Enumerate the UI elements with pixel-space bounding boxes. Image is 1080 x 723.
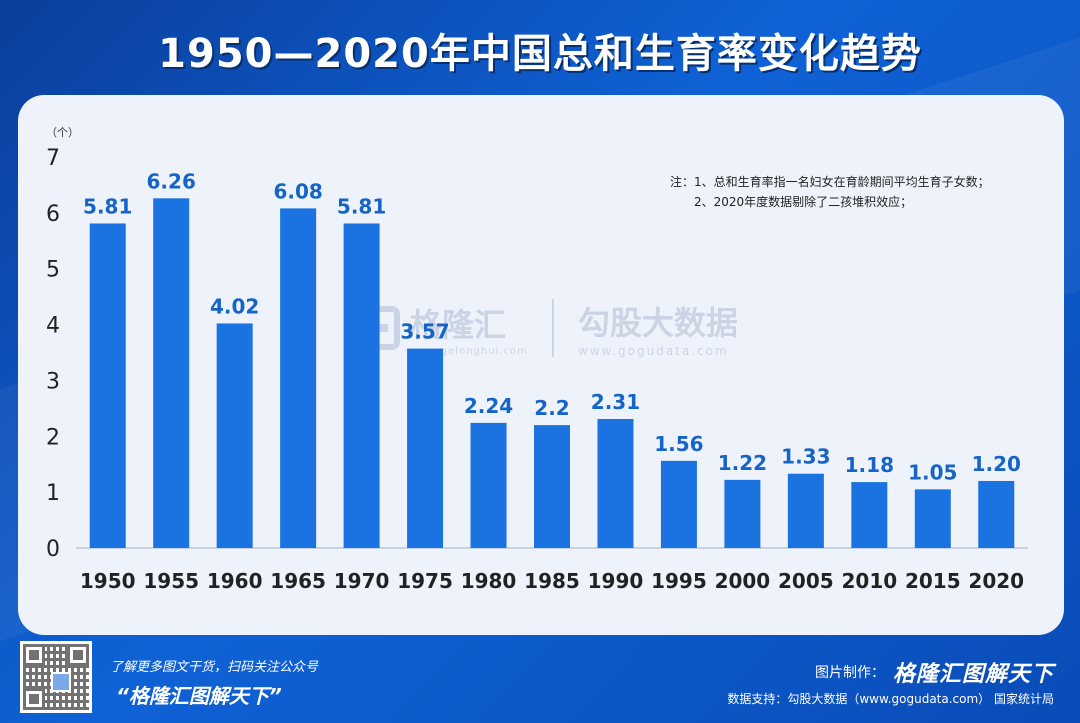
watermark-right-url: www.gogudata.com	[577, 344, 729, 358]
bar	[407, 348, 444, 548]
x-tick-label: 1980	[461, 569, 517, 593]
bar	[978, 480, 1015, 548]
y-tick-label: 1	[46, 481, 60, 506]
watermark-separator	[551, 299, 554, 357]
bar	[153, 198, 190, 548]
x-tick-label: 1975	[397, 569, 453, 593]
footer-sources: 数据支持：勾股大数据（www.gogudata.com） 国家统计局	[727, 692, 1054, 706]
bar	[914, 489, 951, 548]
made-by-label: 图片制作：	[814, 665, 885, 681]
y-tick-label: 2	[46, 425, 60, 450]
made-by-brand: 格隆汇图解天下	[892, 662, 1054, 687]
data-label: 2.2	[534, 396, 569, 420]
y-tick-label: 5	[46, 258, 60, 283]
watermark-right-name: 勾股大数据	[577, 304, 738, 342]
watermark-left: 格隆汇 www.gelonghui.com	[410, 300, 528, 357]
qr-logo-icon	[51, 672, 71, 692]
note-2: 2、2020年度数据剔除了二孩堆积效应；	[694, 195, 913, 209]
x-tick-label: 1995	[651, 569, 707, 593]
data-label: 6.08	[273, 179, 322, 203]
data-label: 6.26	[147, 169, 196, 193]
bar	[470, 422, 507, 548]
x-tick-label: 2010	[841, 569, 897, 593]
chart-notes: 注：1、总和生育率指一名妇女在育龄期间平均生育子女数； 2、2020年度数据剔除…	[670, 172, 990, 212]
data-label: 1.33	[781, 445, 830, 469]
x-tick-label: 1960	[207, 569, 263, 593]
x-tick-label: 2000	[715, 569, 771, 593]
data-label: 5.81	[83, 194, 132, 218]
qr-code[interactable]	[20, 641, 92, 713]
bar	[724, 479, 761, 548]
bar	[216, 323, 253, 548]
y-tick-label: 6	[46, 202, 60, 227]
data-label: 3.57	[400, 320, 449, 344]
x-tick-label: 1965	[270, 569, 326, 593]
y-tick-label: 3	[46, 369, 60, 394]
data-label: 2.31	[591, 390, 640, 414]
note-1: 注：1、总和生育率指一名妇女在育龄期间平均生育子女数；	[670, 175, 990, 189]
x-tick-label: 1985	[524, 569, 580, 593]
bar	[343, 223, 380, 548]
x-tick-label: 1955	[143, 569, 199, 593]
bar	[597, 418, 634, 548]
page-title: 1950—2020年中国总和生育率变化趋势	[158, 31, 922, 77]
data-label: 4.02	[210, 294, 259, 318]
y-unit-label: （个）	[46, 126, 79, 139]
bar	[89, 223, 126, 548]
bar	[534, 425, 570, 548]
data-label: 2.24	[464, 394, 513, 418]
qr-eye-icon	[23, 644, 45, 666]
x-tick-label: 1990	[588, 569, 644, 593]
watermark: 格隆汇 www.gelonghui.com 勾股大数据 www.gogudata…	[352, 296, 738, 360]
watermark-left-url: www.gelonghui.com	[410, 345, 528, 357]
x-tick-label: 1950	[80, 569, 136, 593]
data-label: 5.81	[337, 194, 386, 218]
data-label: 1.18	[845, 453, 894, 477]
bar	[851, 482, 888, 548]
data-label: 1.20	[972, 452, 1021, 476]
qr-eye-icon	[23, 688, 45, 710]
qr-eye-icon	[67, 644, 89, 666]
x-tick-label: 2015	[905, 569, 961, 593]
x-tick-label: 2005	[778, 569, 834, 593]
footer-account: “格隆汇图解天下”	[116, 684, 282, 708]
watermark-left-name: 格隆汇	[410, 305, 507, 344]
watermark-right: 勾股大数据 www.gogudata.com	[578, 298, 738, 358]
bar	[787, 473, 824, 548]
data-label: 1.05	[908, 460, 957, 484]
data-label: 1.22	[718, 451, 767, 475]
data-label: 1.56	[654, 432, 703, 456]
qr-pattern	[23, 644, 89, 710]
x-tick-label: 1970	[334, 569, 390, 593]
bar	[660, 460, 697, 548]
y-tick-label: 7	[46, 146, 60, 171]
bar	[280, 208, 317, 548]
y-tick-label: 0	[46, 537, 60, 562]
title-bar: 1950—2020年中国总和生育率变化趋势	[0, 0, 1080, 100]
footer-slogan: 了解更多图文干货，扫码关注公众号	[110, 660, 319, 675]
y-tick-label: 4	[46, 314, 60, 339]
bar-chart: （个） 0 1 2 3 4 5 6 7 5.81 1950 6.26 1955 4.02 1960 6.08 1…	[46, 126, 1028, 593]
footer-made-by: 图片制作： 格隆汇图解天下	[815, 656, 1054, 688]
x-tick-label: 2020	[968, 569, 1024, 593]
